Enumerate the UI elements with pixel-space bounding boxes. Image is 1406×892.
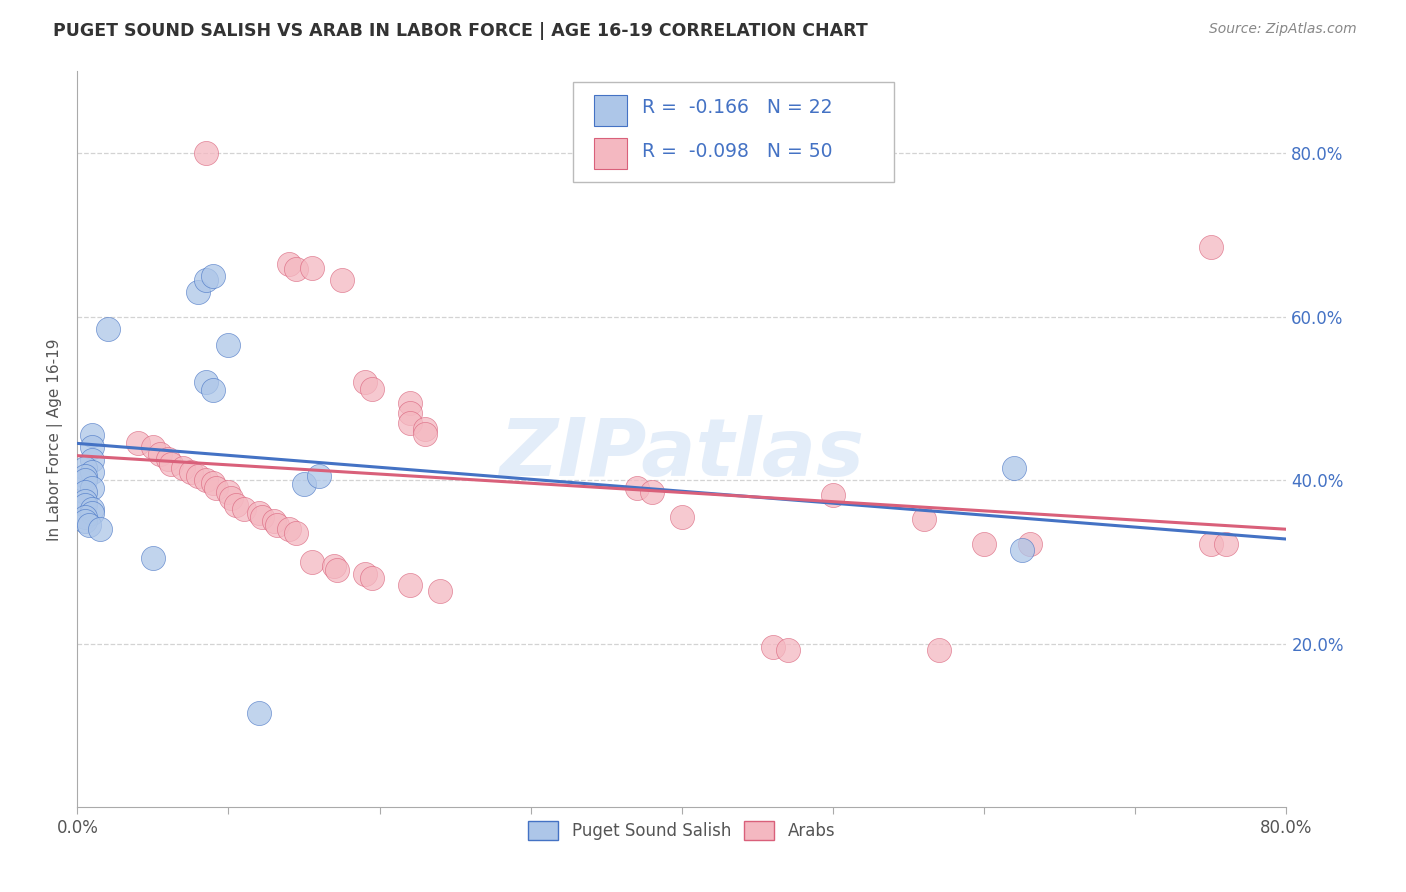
- Point: [1199, 537, 1222, 551]
- Point: [912, 512, 935, 526]
- Point: [399, 578, 422, 592]
- Point: [82, 465, 104, 479]
- Point: [326, 563, 349, 577]
- Point: [218, 485, 240, 500]
- Point: [73, 510, 96, 524]
- Point: [626, 482, 648, 496]
- Point: [285, 262, 308, 277]
- Point: [928, 643, 950, 657]
- Point: [73, 498, 96, 512]
- Point: [194, 473, 217, 487]
- Point: [399, 395, 422, 409]
- Point: [1004, 461, 1026, 475]
- Point: [821, 488, 844, 502]
- Point: [172, 461, 194, 475]
- Point: [218, 338, 240, 352]
- Point: [225, 498, 247, 512]
- Point: [73, 473, 96, 487]
- Point: [202, 476, 225, 491]
- Point: [399, 406, 422, 420]
- Point: [205, 482, 228, 496]
- Point: [73, 485, 96, 500]
- Point: [149, 447, 172, 461]
- Point: [413, 423, 436, 437]
- Point: [157, 452, 180, 467]
- Point: [73, 469, 96, 483]
- Point: [194, 273, 217, 287]
- Point: [1011, 542, 1033, 557]
- Point: [762, 640, 785, 654]
- Point: [353, 567, 375, 582]
- Point: [1215, 537, 1237, 551]
- Point: [82, 452, 104, 467]
- Point: [285, 526, 308, 541]
- Point: [82, 506, 104, 520]
- Point: [671, 510, 693, 524]
- Point: [73, 514, 96, 528]
- Point: [353, 375, 375, 389]
- Point: [221, 491, 243, 505]
- Point: [82, 501, 104, 516]
- Point: [301, 260, 323, 275]
- Text: R =  -0.166   N = 22: R = -0.166 N = 22: [643, 98, 832, 118]
- Point: [330, 273, 353, 287]
- Point: [202, 268, 225, 283]
- Point: [323, 559, 346, 574]
- Point: [266, 518, 288, 533]
- Text: Source: ZipAtlas.com: Source: ZipAtlas.com: [1209, 22, 1357, 37]
- FancyBboxPatch shape: [574, 82, 894, 182]
- Point: [180, 465, 202, 479]
- Bar: [593, 138, 627, 169]
- Point: [308, 469, 330, 483]
- Point: [79, 518, 101, 533]
- Point: [250, 510, 273, 524]
- Point: [641, 485, 664, 500]
- Bar: [593, 95, 627, 126]
- Point: [278, 522, 301, 536]
- Point: [127, 436, 149, 450]
- Point: [82, 441, 104, 455]
- Point: [202, 384, 225, 398]
- Legend: Puget Sound Salish, Arabs: Puget Sound Salish, Arabs: [522, 814, 842, 847]
- Point: [73, 461, 96, 475]
- Point: [301, 555, 323, 569]
- Point: [187, 469, 209, 483]
- Point: [142, 441, 165, 455]
- Point: [187, 285, 209, 300]
- Point: [263, 514, 285, 528]
- Point: [89, 522, 111, 536]
- Point: [973, 537, 995, 551]
- Point: [160, 457, 183, 471]
- Point: [194, 146, 217, 161]
- Point: [1018, 537, 1040, 551]
- Point: [96, 322, 118, 336]
- Text: ZIPatlas: ZIPatlas: [499, 415, 865, 493]
- Point: [247, 506, 270, 520]
- Y-axis label: In Labor Force | Age 16-19: In Labor Force | Age 16-19: [48, 338, 63, 541]
- Point: [194, 375, 217, 389]
- Point: [82, 428, 104, 442]
- Point: [142, 550, 165, 565]
- Point: [429, 583, 451, 598]
- Point: [399, 416, 422, 430]
- Point: [413, 427, 436, 442]
- Point: [292, 477, 315, 491]
- Point: [73, 493, 96, 508]
- Text: PUGET SOUND SALISH VS ARAB IN LABOR FORCE | AGE 16-19 CORRELATION CHART: PUGET SOUND SALISH VS ARAB IN LABOR FORC…: [53, 22, 868, 40]
- Text: R =  -0.098   N = 50: R = -0.098 N = 50: [643, 142, 832, 161]
- Point: [361, 382, 384, 396]
- Point: [82, 482, 104, 496]
- Point: [232, 501, 254, 516]
- Point: [247, 706, 270, 721]
- Point: [776, 643, 799, 657]
- Point: [1199, 240, 1222, 254]
- Point: [278, 256, 301, 270]
- Point: [361, 571, 384, 585]
